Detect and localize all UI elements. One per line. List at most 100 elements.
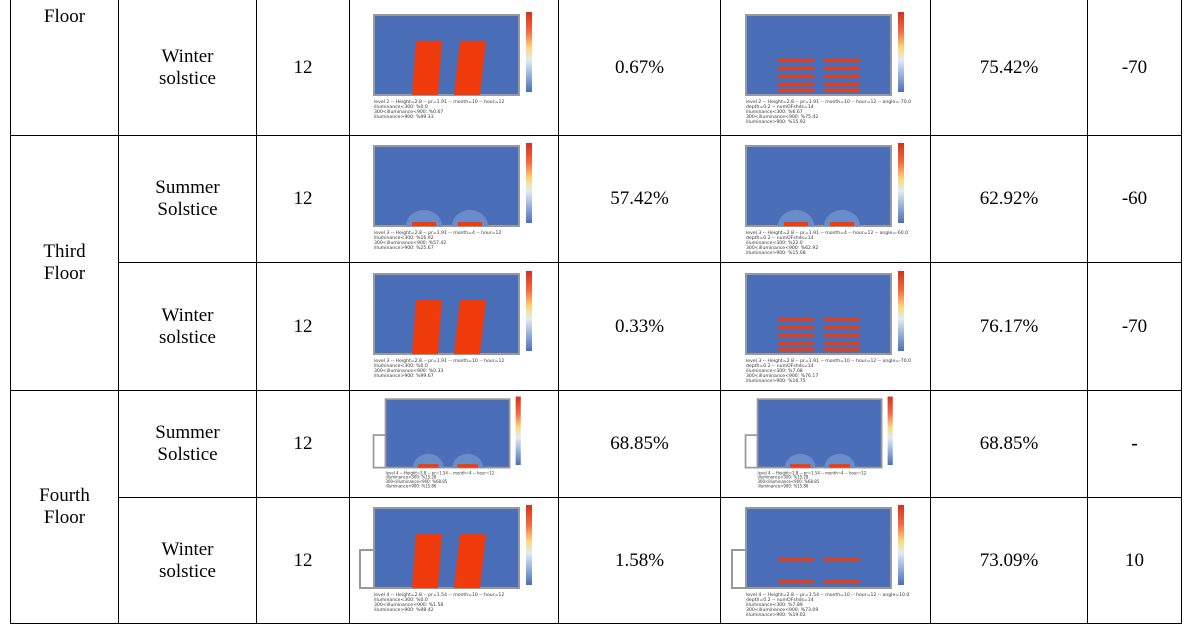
caption-line: depth=0.2 -- numOFshds=14 [746,597,814,603]
sun-strip [457,463,478,468]
season-cell: Summer Solstice [118,135,257,263]
image-cell: level 4 -- Height=2.8 -- pr=1.54 -- mont… [349,390,559,498]
sun-strip [823,347,860,351]
sun-strip [777,325,814,329]
floor-label: Floor [43,6,86,27]
caption-line: illuminance>900: %15.86 [386,483,437,488]
table-body: Floor Winter solstice 12 level 2 -- Height=… [10,0,1182,624]
room-extension [359,548,375,589]
season-cell: Winter solstice [118,0,257,136]
image-cell: level 4 -- Height=2.8 -- pr=1.54 -- mont… [720,497,931,624]
caption-line: illuminance<300: %15.28 [757,474,808,479]
sun-strip [823,82,860,86]
sun-strip [823,341,860,345]
sun-strip [829,222,854,226]
colorbar [526,143,532,223]
caption-line: level 3 -- Height=2.8 -- pr=1.91 -- mont… [746,230,908,236]
percent-cell: 0.33% [558,262,721,391]
simulation-image: level 4 -- Height=2.8 -- pr=1.54 -- mont… [359,504,532,613]
table-row: Third Floor Summer Solstice 12 level 3 -- H… [10,135,1182,391]
season: Winter solstice [159,45,216,89]
caption-line: illuminance<300: %0.0 [374,363,428,369]
sun-strip [823,88,860,92]
season-cell: Winter solstice [118,262,257,391]
sun-patch [412,40,442,95]
table-row: Winter solstice 12 level 3 -- Height=2.8 -… [11,262,1182,391]
angle-cell: -70 [1087,262,1182,391]
caption-line: illuminance>900: %98.42 [374,607,434,613]
sun-strip [823,557,860,561]
image-cell: level 4 -- Height=2.8 -- pr=1.54 -- mont… [349,497,559,624]
simulation-image: level 4 -- Height=2.8 -- pr=1.54 -- mont… [730,504,909,618]
sun-strip [777,341,814,345]
caption-line: level 4 -- Height=2.8 -- pr=1.54 -- mont… [386,470,495,475]
room-plan [756,397,882,468]
sun-patch [454,40,486,95]
percent-cell: 68.85% [930,390,1088,498]
floor-label: Fourth Floor [39,485,90,528]
caption-line: 300<illuminance<900: %73.09 [746,607,818,613]
caption-line: level 2 -- Height=2.8 -- pr=1.91 -- mont… [374,99,504,105]
glow [784,453,816,468]
simulation-image: level 3 -- Height=2.8 -- pr=1.91 -- mont… [744,270,911,384]
caption-line: 300<illuminance<900: %76.17 [746,373,818,379]
caption-line: illuminance<300: %0.0 [374,597,428,603]
caption-line: depth=0.2 -- numOFshds=14 [746,363,814,369]
caption-line: 300<illuminance<900: %0.67 [374,109,443,115]
caption-line: illuminance>900: %99.33 [374,114,434,120]
room-plan [373,145,520,227]
caption-line: level 4 -- Height=2.8 -- pr=1.54 -- mont… [746,592,909,598]
sun-patch [454,533,486,588]
season: Winter solstice [159,304,216,348]
room-extension [744,433,758,468]
caption-line: depth=0.2 -- numOFshds=14 [746,104,814,110]
colorbar [526,270,532,351]
room-extension [730,548,747,589]
angle-cell: -70 [1087,0,1182,136]
season-cell: Winter solstice [118,497,257,624]
caption-line: illuminance<300: %16.92 [374,235,434,241]
caption-line: level 2 -- Height=2.8 -- pr=1.91 -- mont… [746,99,911,105]
room-plan [373,13,520,96]
caption-line: illuminance<300: %7.89 [746,602,803,608]
colorbar [526,504,532,585]
simulation-image: level 2 -- Height=2.8 -- pr=1.91 -- mont… [744,11,911,125]
percent-cell: 73.09% [930,497,1088,624]
glow [823,453,855,468]
image-cell: level 3 -- Height=2.8 -- pr=1.91 -- mont… [349,262,559,391]
sun-strip [789,463,811,468]
percent-cell: 76.17% [930,262,1088,391]
image-cell: level 2 -- Height=2.8 -- pr=1.91 -- mont… [720,0,931,136]
image-cell: level 3 -- Height=2.8 -- pr=1.91 -- mont… [349,135,559,263]
hour-cell: 12 [256,0,350,136]
sun-strip [783,222,808,226]
caption-line: 300<illuminance<900: %62.92 [746,245,818,251]
simulation-image: level 2 -- Height=2.8 -- pr=1.91 -- mont… [373,11,532,120]
simulation-image: level 4 -- Height=2.8 -- pr=1.54 -- mont… [744,396,893,488]
caption-line: illuminance>900: %15.86 [757,483,808,488]
caption-line: 300<illuminance<900: %75.42 [746,114,818,120]
room-plan [373,506,520,589]
sun-patch [454,299,486,354]
floor-cell: Fourth Floor [10,390,119,624]
angle-cell: - [1087,390,1182,498]
caption-line: depth=0.2 -- numOFshds=14 [746,235,814,241]
caption-line: level 3 -- Height=2.8 -- pr=1.91 -- mont… [374,358,504,364]
season-cell: Summer Solstice [118,390,257,498]
sun-strip [777,317,814,321]
sun-strip [823,317,860,321]
colorbar [887,396,893,465]
sun-strip [777,88,814,92]
caption-line: illuminance<300: %6.67 [746,109,803,115]
caption-line: illuminance<300: %22.0 [746,240,803,246]
caption-line: illuminance>900: %99.67 [374,373,434,379]
room-plan [744,272,892,355]
hour-cell: 12 [256,390,350,498]
simulation-image: level 3 -- Height=2.8 -- pr=1.91 -- mont… [744,143,908,256]
room-plan [744,145,892,227]
caption-line: illuminance<300: %7.08 [746,368,803,374]
simulation-image: level 4 -- Height=2.8 -- pr=1.54 -- mont… [372,396,521,488]
caption-line: 300<illuminance<900: %57.42 [374,240,446,246]
image-cell: level 4 -- Height=2.8 -- pr=1.54 -- mont… [720,390,931,498]
caption-line: illuminance<300: %0.0 [374,104,428,110]
